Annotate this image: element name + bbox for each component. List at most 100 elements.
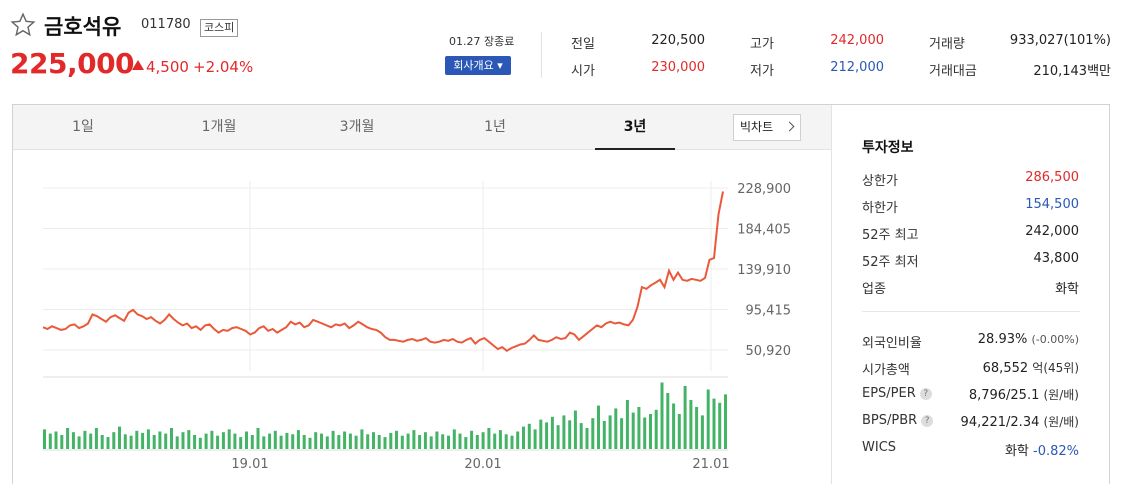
volume-bar xyxy=(273,430,277,449)
volume-bar xyxy=(418,435,422,449)
current-price: 225,000 xyxy=(10,47,135,80)
52w-high-label: 52주 최고 xyxy=(862,228,919,243)
volume-bar xyxy=(510,435,514,449)
volume-bar xyxy=(233,433,237,449)
volume-bar xyxy=(718,402,722,449)
volume-bar xyxy=(579,423,583,449)
volume-bar xyxy=(146,429,150,449)
volume-bar xyxy=(458,433,462,449)
tab-3month[interactable]: 3개월 xyxy=(339,119,375,135)
wics-value[interactable]: 화학 -0.82% xyxy=(1004,444,1079,459)
volume-bar xyxy=(77,436,81,449)
volume-bar xyxy=(602,421,606,449)
volume-bar xyxy=(170,428,173,449)
volume-bar xyxy=(187,430,191,449)
eps-per-label: EPS/PER? xyxy=(862,386,932,401)
tab-3year[interactable]: 3년 xyxy=(595,105,675,150)
volume-bar xyxy=(302,435,306,449)
industry-label: 업종 xyxy=(862,282,886,297)
volume-bar xyxy=(654,409,658,449)
wics-label: WICS xyxy=(862,440,897,455)
volume-bar xyxy=(683,386,687,449)
volume-bar xyxy=(279,435,283,449)
volume-bar xyxy=(677,414,681,449)
volume-bar xyxy=(354,435,358,449)
volume-bar xyxy=(724,394,727,449)
y-tick-label: 95,415 xyxy=(746,304,792,319)
open-value: 230,000 xyxy=(651,60,705,75)
price-chart[interactable]: 228,900 184,405 139,910 95,415 50,920 19.01 2… xyxy=(13,151,831,481)
y-tick-label: 139,910 xyxy=(737,263,791,278)
volume-bar xyxy=(522,426,525,449)
chart-grid xyxy=(43,181,728,451)
volume-bar xyxy=(527,423,531,449)
volume-bar xyxy=(568,420,572,449)
tab-1year[interactable]: 1년 xyxy=(484,119,506,135)
tab-1day[interactable]: 1일 xyxy=(72,119,94,135)
volume-bar xyxy=(556,425,560,449)
volume-bar xyxy=(106,437,110,449)
volume-bar xyxy=(372,432,375,449)
tab-1month[interactable]: 1개월 xyxy=(201,119,237,135)
volume-bar xyxy=(550,416,554,449)
volume-bar xyxy=(239,437,243,449)
investment-info-panel: 투자정보 상한가 286,500 하한가 154,500 52주 최고 242,… xyxy=(831,104,1101,484)
help-icon[interactable]: ? xyxy=(921,415,934,427)
bps-pbr-value: 94,221/2.34 (원/배) xyxy=(960,415,1079,430)
volume-bar xyxy=(406,433,410,449)
upper-limit-value: 286,500 xyxy=(1025,170,1079,185)
volume-bar xyxy=(620,418,624,449)
volume-bar xyxy=(493,433,497,449)
volume-bar xyxy=(562,415,566,449)
volume-bar xyxy=(94,428,98,449)
volume-bar xyxy=(649,414,652,449)
volume-bar xyxy=(591,418,595,449)
market-cap-label: 시가총액 xyxy=(862,363,910,378)
volume-bar xyxy=(608,415,612,449)
volume-bar xyxy=(112,432,116,449)
volume-bar xyxy=(66,428,70,449)
bps-pbr-label: BPS/PBR? xyxy=(862,413,934,428)
help-icon[interactable]: ? xyxy=(919,388,932,400)
lower-limit-value: 154,500 xyxy=(1025,197,1079,212)
volume-bar xyxy=(573,410,577,449)
volume-bar xyxy=(441,434,445,449)
volume-bar xyxy=(429,436,433,449)
volume-bar xyxy=(435,431,439,449)
price-change-pct: +2.04% xyxy=(193,58,254,76)
volume-bar xyxy=(504,434,508,449)
volume-bar xyxy=(487,428,491,449)
volume-bar xyxy=(158,431,162,449)
volume-bar xyxy=(400,435,404,449)
volume-bar xyxy=(695,407,699,449)
chart-container: 1일 1개월 3개월 1년 3년 빅차트 228,900 184,405 139,9… xyxy=(12,104,1110,484)
company-overview-button[interactable]: 회사개요 ▾ xyxy=(445,56,511,75)
upper-limit-label: 상한가 xyxy=(862,174,898,189)
industry-value[interactable]: 화학 xyxy=(1055,282,1079,297)
volume-bar xyxy=(389,432,393,449)
trade-value-value: 210,143백만 xyxy=(1033,64,1111,79)
volume-bar xyxy=(343,431,347,449)
volume-bar xyxy=(43,429,46,449)
volume-bar xyxy=(60,435,64,449)
market-badge: 코스피 xyxy=(200,19,239,37)
volume-bar xyxy=(366,434,370,449)
volume-bar xyxy=(193,435,197,449)
y-tick-label: 228,900 xyxy=(737,182,791,197)
volume-bar xyxy=(250,435,254,449)
volume-bar xyxy=(470,430,474,449)
volume-bar xyxy=(54,431,58,449)
volume-bar xyxy=(320,433,323,449)
y-tick-label: 184,405 xyxy=(737,223,791,238)
volume-bar xyxy=(498,430,502,449)
investment-info-title: 투자정보 xyxy=(862,140,914,156)
prev-close-label: 전일 xyxy=(571,37,595,52)
volume-bar xyxy=(89,433,93,449)
volume-bar xyxy=(268,433,272,449)
volume-bar xyxy=(129,435,133,449)
big-chart-button[interactable]: 빅차트 xyxy=(733,114,801,141)
trade-value-label: 거래대금 xyxy=(929,64,977,79)
favorite-star-icon[interactable] xyxy=(10,12,36,38)
volume-bar xyxy=(48,433,52,449)
volume-bar xyxy=(452,429,456,449)
